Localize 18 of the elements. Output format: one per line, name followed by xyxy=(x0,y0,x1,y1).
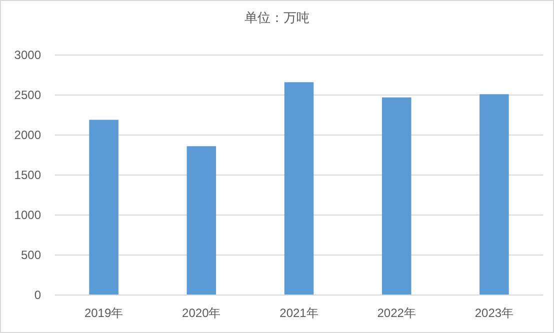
y-tick-label: 3000 xyxy=(14,48,42,62)
x-tick-label: 2021年 xyxy=(280,306,318,320)
y-tick-label: 2500 xyxy=(14,88,42,102)
bar xyxy=(186,146,216,295)
bar xyxy=(284,82,314,295)
bar xyxy=(382,97,412,295)
x-tick-label: 2019年 xyxy=(84,306,124,320)
bar xyxy=(89,120,118,295)
chart-title: 单位：万吨 xyxy=(244,10,310,25)
x-tick-label: 2023年 xyxy=(474,306,514,320)
y-tick-label: 500 xyxy=(20,248,42,262)
y-tick-label: 1000 xyxy=(14,208,42,222)
y-tick-label: 1500 xyxy=(14,168,42,182)
x-tick-label: 2020年 xyxy=(182,306,221,320)
y-tick-label: 2000 xyxy=(14,128,42,142)
y-tick-label: 0 xyxy=(34,288,42,302)
bar xyxy=(480,94,509,295)
x-tick-label: 2022年 xyxy=(377,306,416,320)
